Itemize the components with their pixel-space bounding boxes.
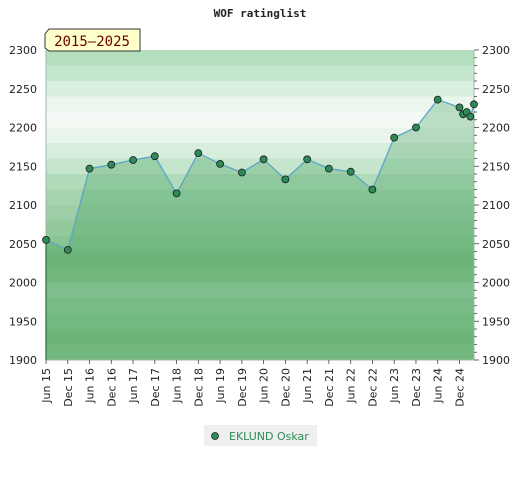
plot-band	[46, 329, 474, 345]
x-tick-label: Jun 23	[388, 368, 401, 404]
data-point	[150, 152, 159, 161]
x-tick-label: Jun 16	[84, 368, 97, 404]
data-point	[85, 164, 94, 173]
data-point	[237, 168, 246, 177]
x-tick-label: Jun 17	[127, 368, 140, 404]
y-tick-label-left: 2300	[9, 44, 37, 57]
data-point	[346, 167, 355, 176]
x-tick-label: Jun 21	[301, 368, 314, 404]
data-point	[216, 159, 225, 168]
plot-band	[46, 96, 474, 113]
area-layer	[46, 99, 474, 360]
data-point	[412, 123, 420, 132]
plot-band	[46, 236, 474, 252]
plot-band	[46, 205, 474, 221]
y-tick-label-left: 2250	[9, 83, 37, 96]
x-tick-label: Dec 23	[410, 368, 423, 407]
x-tick-label: Dec 17	[149, 368, 162, 407]
plot-band	[46, 189, 474, 206]
axes: 1900 1900 1950 1950 2000 2000 2050 2050 2100 2100…	[9, 44, 510, 407]
x-tick-label: Jun 15	[40, 368, 53, 404]
x-tick-label: Dec 16	[105, 368, 118, 407]
data-point	[281, 175, 290, 184]
period-badge: 2015–2025	[44, 28, 141, 52]
y-tick-label-right: 2300	[482, 44, 510, 57]
plot-band	[46, 81, 474, 97]
period-badge-text: 2015–2025	[54, 34, 130, 50]
legend: EKLUND Oskar	[204, 425, 317, 446]
y-tick-label-left: 2150	[9, 160, 37, 173]
legend-marker	[211, 432, 219, 440]
plot-band	[46, 158, 474, 175]
plot-band	[46, 174, 474, 190]
data-point	[303, 155, 312, 164]
y-tick-label-right: 2000	[482, 277, 510, 290]
x-tick-label: Jun 22	[345, 368, 358, 404]
y-tick-label-left: 1950	[9, 315, 37, 328]
data-point	[390, 133, 399, 142]
x-tick-label: Dec 24	[453, 368, 466, 407]
series-marks	[42, 95, 478, 360]
x-tick-label: Jun 18	[171, 368, 184, 404]
y-tick-label-left: 2200	[9, 122, 37, 135]
data-point	[368, 185, 377, 194]
plot-band	[46, 298, 474, 314]
data-point	[129, 156, 138, 164]
y-tick-label-right: 2200	[482, 122, 510, 135]
y-tick-label-left: 2100	[9, 199, 37, 212]
x-tick-label: Jun 19	[214, 368, 227, 404]
y-tick-label-right: 1950	[482, 315, 510, 328]
plot-band	[46, 127, 474, 144]
data-point	[172, 189, 181, 198]
plot-band	[46, 220, 474, 237]
x-tick-label: Jun 20	[258, 368, 271, 404]
plot-band	[46, 282, 474, 299]
data-point	[324, 164, 333, 173]
plot-band	[46, 344, 474, 361]
data-point	[63, 245, 72, 254]
y-tick-label-left: 1900	[9, 354, 37, 367]
plot-band	[46, 65, 474, 82]
y-tick-label-right: 2150	[482, 160, 510, 173]
x-tick-label: Dec 20	[279, 368, 292, 407]
chart-title: WOF ratinglist	[214, 7, 307, 20]
x-tick-label: Dec 18	[192, 368, 205, 407]
y-tick-label-right: 1900	[482, 354, 510, 367]
y-tick-label-right: 2050	[482, 238, 510, 251]
data-point	[470, 100, 478, 109]
data-point	[194, 149, 203, 158]
legend-label: EKLUND Oskar	[229, 430, 309, 443]
x-tick-label: Dec 22	[366, 368, 379, 407]
series-area	[46, 99, 474, 360]
y-tick-label-left: 2000	[9, 277, 37, 290]
x-tick-label: Dec 15	[62, 368, 75, 407]
plot-band	[46, 112, 474, 128]
y-tick-label-left: 2050	[9, 238, 37, 251]
data-point	[466, 112, 475, 121]
data-point	[455, 103, 464, 112]
plot-band	[46, 313, 474, 330]
data-point	[259, 155, 268, 164]
data-point	[433, 95, 442, 104]
x-tick-label: Dec 21	[323, 368, 336, 407]
plot-band	[46, 267, 474, 283]
y-tick-label-right: 2250	[482, 83, 510, 96]
x-tick-label: Dec 19	[236, 368, 249, 407]
data-point	[42, 235, 50, 244]
data-point	[107, 160, 116, 169]
plot-band	[46, 251, 474, 268]
y-tick-label-right: 2100	[482, 199, 510, 212]
x-tick-label: Jun 24	[432, 368, 445, 404]
plot-band	[46, 50, 474, 66]
